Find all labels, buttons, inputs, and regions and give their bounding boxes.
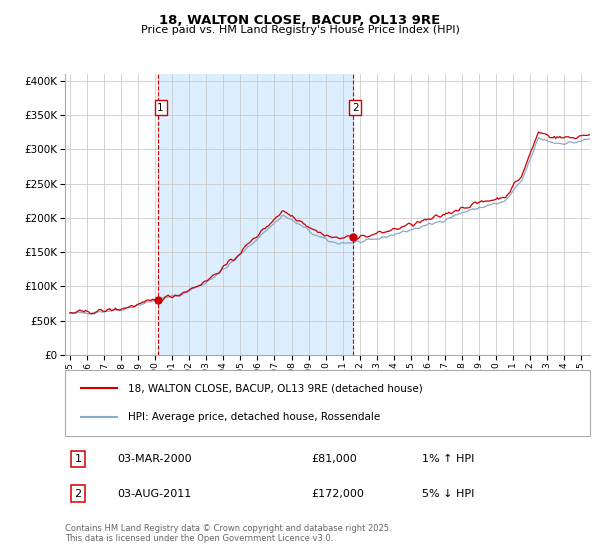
Text: 2: 2 xyxy=(352,102,358,113)
Bar xyxy=(158,74,353,355)
Text: 2: 2 xyxy=(74,489,82,499)
Text: 03-MAR-2000: 03-MAR-2000 xyxy=(118,454,192,464)
Text: 18, WALTON CLOSE, BACUP, OL13 9RE (detached house): 18, WALTON CLOSE, BACUP, OL13 9RE (detac… xyxy=(128,383,422,393)
Text: 1: 1 xyxy=(157,102,164,113)
Text: £81,000: £81,000 xyxy=(311,454,358,464)
Text: £172,000: £172,000 xyxy=(311,489,364,499)
Text: 1: 1 xyxy=(74,454,82,464)
Text: HPI: Average price, detached house, Rossendale: HPI: Average price, detached house, Ross… xyxy=(128,412,380,422)
Text: Contains HM Land Registry data © Crown copyright and database right 2025.
This d: Contains HM Land Registry data © Crown c… xyxy=(65,524,391,543)
Text: Price paid vs. HM Land Registry's House Price Index (HPI): Price paid vs. HM Land Registry's House … xyxy=(140,25,460,35)
Text: 03-AUG-2011: 03-AUG-2011 xyxy=(118,489,191,499)
Text: 1% ↑ HPI: 1% ↑ HPI xyxy=(422,454,474,464)
Text: 5% ↓ HPI: 5% ↓ HPI xyxy=(422,489,474,499)
Text: 18, WALTON CLOSE, BACUP, OL13 9RE: 18, WALTON CLOSE, BACUP, OL13 9RE xyxy=(160,14,440,27)
